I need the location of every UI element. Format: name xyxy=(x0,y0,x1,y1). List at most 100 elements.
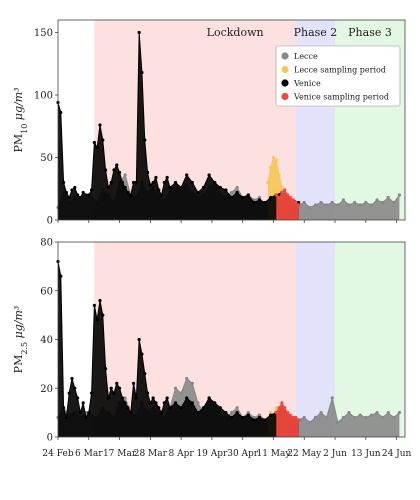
pm10-point-2-29 xyxy=(137,30,141,35)
pm25-ytick-label-3: 60 xyxy=(40,286,53,297)
legend-marker-0 xyxy=(281,52,289,60)
pm25-point-3-7 xyxy=(294,415,298,420)
pm25-point-2-42 xyxy=(179,406,183,410)
pm10-point-2-55 xyxy=(252,200,256,205)
pm25-point-0-59 xyxy=(386,411,390,415)
pm25-ylabel: PM2.5 μg/m³ xyxy=(12,306,29,374)
xtick-label-1: 6 Mar xyxy=(75,449,103,459)
pm10-point-2-12 xyxy=(89,188,94,192)
pm25-point-2-56 xyxy=(257,415,262,420)
pm10-point-0-54 xyxy=(358,203,362,207)
pm25-point-2-13 xyxy=(92,303,96,307)
pm25-point-2-17 xyxy=(103,367,108,371)
pm10-point-0-12 xyxy=(123,173,127,177)
pm10-point-2-14 xyxy=(95,145,99,150)
pm10-point-0-31 xyxy=(229,190,234,195)
pm10-ytick-label-2: 100 xyxy=(34,91,53,102)
pm25-point-3-3 xyxy=(283,406,287,410)
pm25-ytick-label-0: 0 xyxy=(47,433,53,444)
pm10-point-2-49 xyxy=(218,185,222,190)
pm25-point-0-57 xyxy=(375,411,379,415)
pm25-point-2-45 xyxy=(196,411,200,415)
xtick-label-9: 2 Jun xyxy=(323,449,347,459)
pm25-point-2-33 xyxy=(148,401,152,405)
pm25-point-2-44 xyxy=(190,401,194,405)
pm25-point-3-2 xyxy=(280,401,284,405)
pm25-point-0-31 xyxy=(229,411,234,415)
pm10-point-2-37 xyxy=(159,193,164,197)
pm25-point-3-5 xyxy=(288,413,292,417)
pm25-point-0-25 xyxy=(196,401,200,405)
pm10-point-2-19 xyxy=(109,180,113,185)
pm25-point-2-4 xyxy=(67,391,71,395)
pm10-point-3-8 xyxy=(297,203,301,207)
pm25-point-2-5 xyxy=(70,376,74,381)
pm25-ytick-label-1: 20 xyxy=(40,384,53,395)
pm25-point-2-11 xyxy=(87,411,91,415)
pm25-point-0-51 xyxy=(341,415,346,420)
xtick-label-7: 11 May xyxy=(256,449,291,459)
pm25-ytick-label-2: 40 xyxy=(40,335,53,346)
pm10-point-1-3 xyxy=(274,158,278,162)
pm10-point-2-46 xyxy=(201,185,206,190)
pm10-point-2-2 xyxy=(61,180,66,185)
pm25-point-2-16 xyxy=(101,313,105,317)
pm25-point-2-31 xyxy=(143,372,147,376)
pm10-ytick-label-1: 50 xyxy=(40,153,53,164)
pm25-point-0-32 xyxy=(235,406,239,410)
pm25-point-2-14 xyxy=(95,318,99,322)
pm25-point-0-22 xyxy=(179,391,183,395)
pm25-point-2-38 xyxy=(162,401,166,405)
pm25-point-2-10 xyxy=(84,415,88,420)
pm25-point-0-45 xyxy=(308,420,312,424)
pm25-point-2-1 xyxy=(59,274,63,278)
pm10-point-2-25 xyxy=(126,190,130,195)
legend-label-1: Lecce sampling period xyxy=(294,66,386,75)
pm25-point-2-23 xyxy=(120,396,124,400)
pm10-point-3-0 xyxy=(274,193,278,197)
pm25-point-2-46 xyxy=(201,406,206,410)
pm10-point-2-10 xyxy=(84,193,88,197)
pm25-point-2-34 xyxy=(151,396,155,400)
pm25-point-0-50 xyxy=(336,420,340,424)
pm10-point-3-7 xyxy=(294,200,298,205)
pm10-point-2-47 xyxy=(207,173,211,177)
pm25-series-line-2 xyxy=(57,261,299,421)
xtick-label-10: 13 Jun xyxy=(351,449,381,459)
pm10-point-0-36 xyxy=(257,195,262,200)
pm25-point-2-49 xyxy=(218,406,222,410)
pm10-point-2-48 xyxy=(213,180,217,185)
pm10-point-2-7 xyxy=(75,193,80,197)
pm25-point-2-22 xyxy=(117,386,122,390)
pm25-point-2-26 xyxy=(129,411,133,415)
pm10-point-2-4 xyxy=(67,195,71,200)
pm10-point-2-32 xyxy=(145,170,150,175)
xtick-label-11: 24 Jun xyxy=(382,449,412,459)
pm10-point-1-4 xyxy=(277,173,281,177)
pm25-period-band-3 xyxy=(335,242,405,437)
pm25-point-0-49 xyxy=(330,396,334,400)
pm25-point-0-60 xyxy=(392,415,396,420)
pm10-point-2-34 xyxy=(151,180,155,185)
pm10-point-2-23 xyxy=(120,180,124,185)
pm10-point-2-41 xyxy=(173,180,178,185)
legend-label-0: Lecce xyxy=(294,52,318,61)
pm10-point-1-5 xyxy=(280,185,284,190)
pm25-point-2-55 xyxy=(252,418,256,422)
pm25-point-2-40 xyxy=(168,406,172,410)
pm25-point-1-3 xyxy=(274,406,278,410)
pm10-point-3-6 xyxy=(291,198,295,202)
pm25-point-0-23 xyxy=(185,376,189,381)
pm25-point-3-4 xyxy=(285,411,290,415)
pm10-point-2-22 xyxy=(117,170,122,175)
pm10-point-2-38 xyxy=(162,180,166,185)
pm25-point-0-36 xyxy=(257,413,262,417)
pm10-point-0-32 xyxy=(235,185,239,190)
pm25-point-0-54 xyxy=(358,413,362,417)
pm25-point-2-57 xyxy=(263,418,267,422)
pm25-point-2-50 xyxy=(224,411,228,415)
pm10-point-2-24 xyxy=(123,185,127,190)
pm10-point-0-59 xyxy=(386,195,390,200)
pm25-point-2-15 xyxy=(98,298,102,303)
